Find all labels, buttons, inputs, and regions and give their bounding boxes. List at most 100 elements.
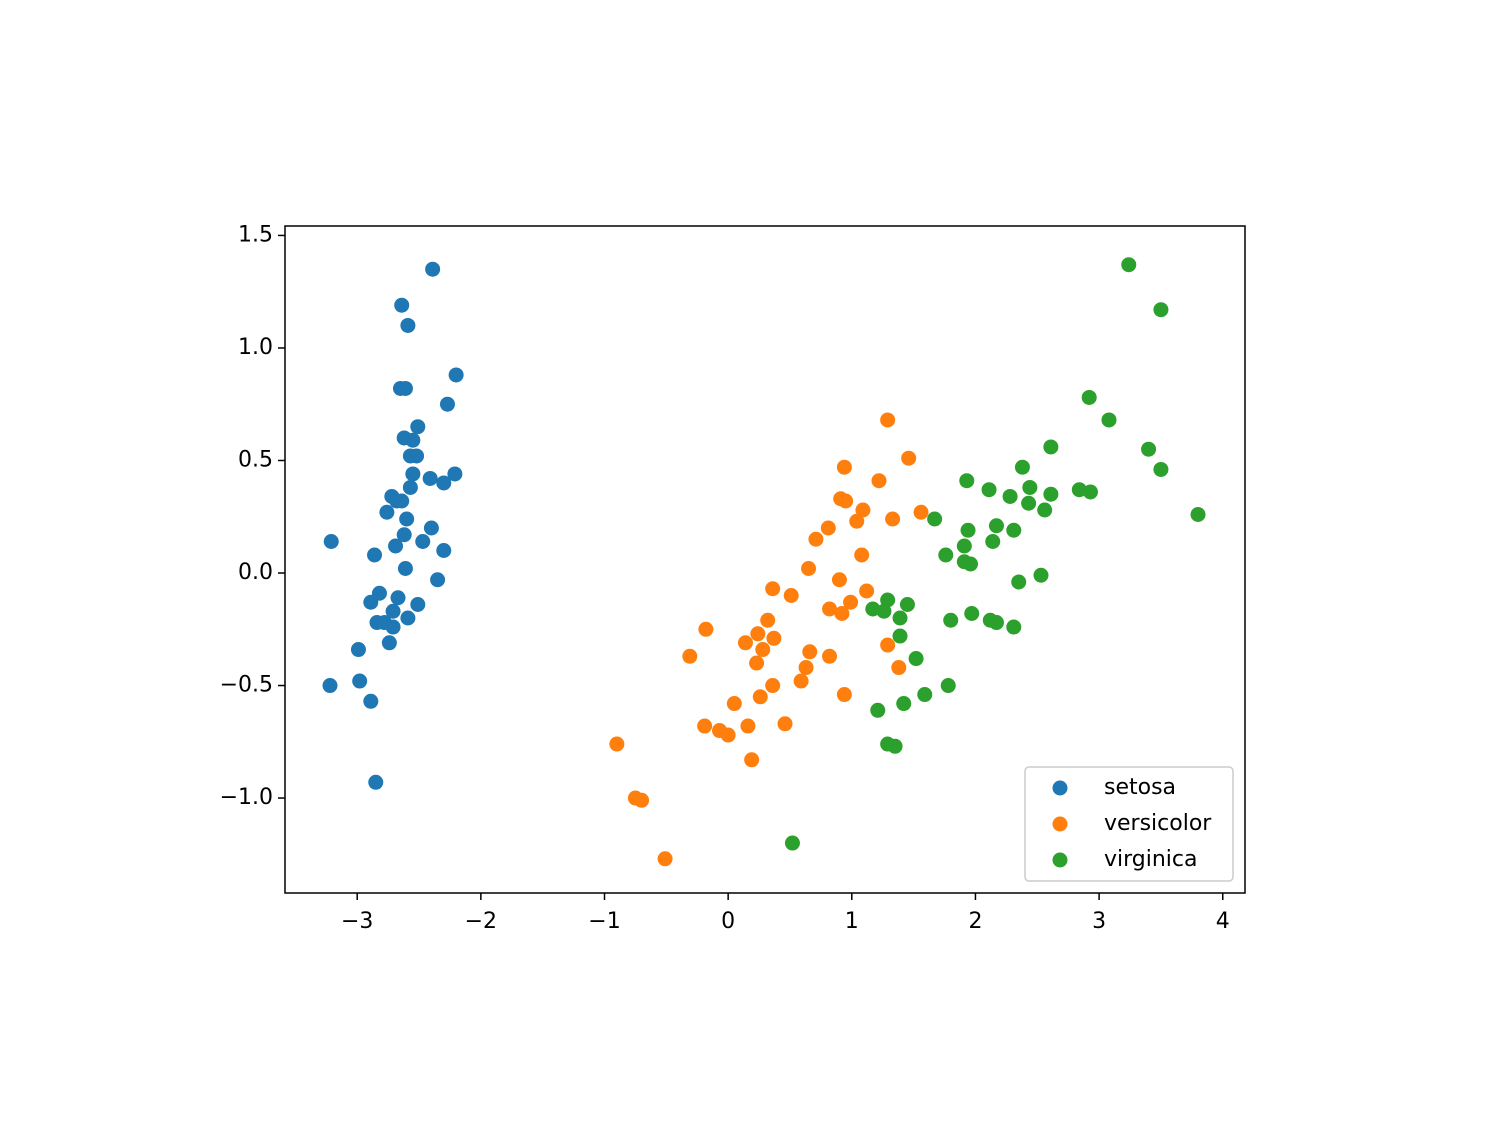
point — [1022, 479, 1038, 495]
point — [959, 473, 975, 489]
point — [765, 678, 781, 694]
point — [436, 475, 452, 491]
point — [448, 367, 464, 383]
point — [760, 612, 776, 628]
legend-marker — [1052, 780, 1068, 796]
point — [892, 628, 908, 644]
point — [402, 479, 418, 495]
point — [1033, 567, 1049, 583]
point — [917, 687, 933, 703]
point — [766, 630, 782, 646]
point — [870, 702, 886, 718]
point — [885, 511, 901, 527]
point — [1082, 484, 1098, 500]
point — [381, 635, 397, 651]
point — [740, 718, 756, 734]
point — [415, 533, 431, 549]
y-tick-label: −0.5 — [220, 673, 273, 698]
plot-frame — [284, 225, 1246, 894]
point — [609, 736, 625, 752]
point — [726, 696, 742, 712]
point — [422, 470, 438, 486]
point — [876, 603, 892, 619]
point — [388, 538, 404, 554]
point — [436, 542, 452, 558]
point — [1006, 522, 1022, 538]
point — [1153, 302, 1169, 318]
point — [399, 511, 415, 527]
point — [405, 432, 421, 448]
y-tick-label: 0.5 — [238, 447, 273, 472]
point — [397, 380, 413, 396]
point — [1002, 488, 1018, 504]
point — [1121, 257, 1137, 273]
point — [985, 533, 1001, 549]
x-tick-label: −1 — [588, 909, 620, 934]
point — [367, 547, 383, 563]
point — [834, 606, 850, 622]
point — [1043, 486, 1059, 502]
point — [801, 561, 817, 577]
point — [938, 547, 954, 563]
point — [777, 716, 793, 732]
point — [783, 588, 799, 604]
point — [385, 619, 401, 635]
point — [908, 651, 924, 667]
y-tick-label: −1.0 — [220, 785, 273, 810]
legend-marker — [1052, 816, 1068, 832]
point — [808, 531, 824, 547]
point — [390, 590, 406, 606]
point — [1037, 502, 1053, 518]
point — [423, 520, 439, 536]
point — [1101, 412, 1117, 428]
point — [964, 606, 980, 622]
point — [352, 673, 368, 689]
y-tick-label: 1.5 — [238, 222, 273, 247]
point — [899, 597, 915, 613]
legend-label: versicolor — [1104, 811, 1212, 836]
point — [389, 493, 405, 509]
x-tick-label: 3 — [1092, 909, 1106, 934]
x-tick-label: −2 — [465, 909, 497, 934]
point — [385, 603, 401, 619]
point — [323, 533, 339, 549]
y-tick-label: 1.0 — [238, 335, 273, 360]
point — [849, 513, 865, 529]
point — [891, 660, 907, 676]
point — [960, 522, 976, 538]
y-tick-label: 0.0 — [238, 560, 273, 585]
point — [901, 450, 917, 466]
point — [410, 597, 426, 613]
point — [350, 642, 366, 658]
point — [394, 297, 410, 313]
point — [750, 626, 766, 642]
point — [1043, 439, 1059, 455]
point — [363, 693, 379, 709]
point — [1081, 389, 1097, 405]
point — [1153, 461, 1169, 477]
legend: setosa versicolor virginica — [1024, 766, 1234, 882]
point — [956, 538, 972, 554]
point — [981, 482, 997, 498]
point — [749, 655, 765, 671]
point — [322, 678, 338, 694]
point — [838, 493, 854, 509]
x-tick-label: −3 — [341, 909, 373, 934]
point — [400, 610, 416, 626]
x-tick-label: 0 — [721, 909, 735, 934]
point — [752, 689, 768, 705]
point — [410, 419, 426, 435]
point — [988, 518, 1004, 534]
point — [737, 635, 753, 651]
point — [855, 502, 871, 518]
point — [1071, 482, 1087, 498]
point — [409, 448, 425, 464]
point — [798, 660, 814, 676]
point — [880, 592, 896, 608]
point — [896, 696, 912, 712]
point — [697, 718, 713, 734]
point — [405, 466, 421, 482]
point — [755, 642, 771, 658]
point — [836, 459, 852, 475]
